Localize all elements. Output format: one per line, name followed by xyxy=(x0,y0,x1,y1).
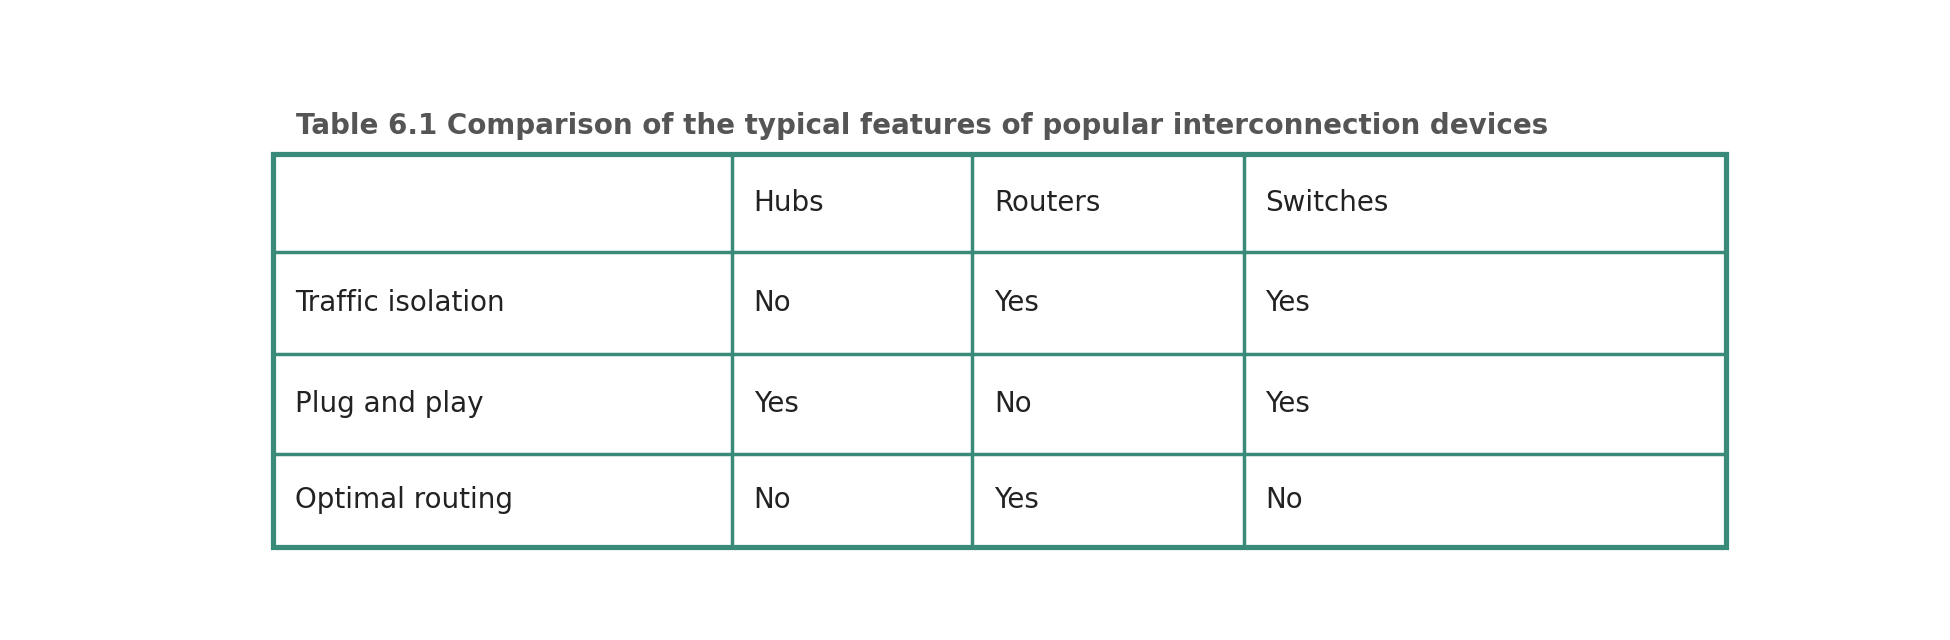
Bar xyxy=(273,154,1726,547)
Text: Plug and play: Plug and play xyxy=(294,390,484,418)
Text: Yes: Yes xyxy=(994,486,1039,515)
Text: Switches: Switches xyxy=(1266,189,1388,217)
Text: Routers: Routers xyxy=(994,189,1100,217)
Text: Yes: Yes xyxy=(1266,390,1310,418)
Text: No: No xyxy=(1266,486,1303,515)
Text: Yes: Yes xyxy=(1266,289,1310,317)
Text: No: No xyxy=(755,486,792,515)
Text: Yes: Yes xyxy=(994,289,1039,317)
Text: Hubs: Hubs xyxy=(755,189,825,217)
Text: No: No xyxy=(994,390,1032,418)
Text: Table 6.1 Comparison of the typical features of popular interconnection devices: Table 6.1 Comparison of the typical feat… xyxy=(296,112,1548,140)
Text: Yes: Yes xyxy=(755,390,799,418)
Text: No: No xyxy=(755,289,792,317)
Text: Optimal routing: Optimal routing xyxy=(294,486,513,515)
Text: Traffic isolation: Traffic isolation xyxy=(294,289,505,317)
